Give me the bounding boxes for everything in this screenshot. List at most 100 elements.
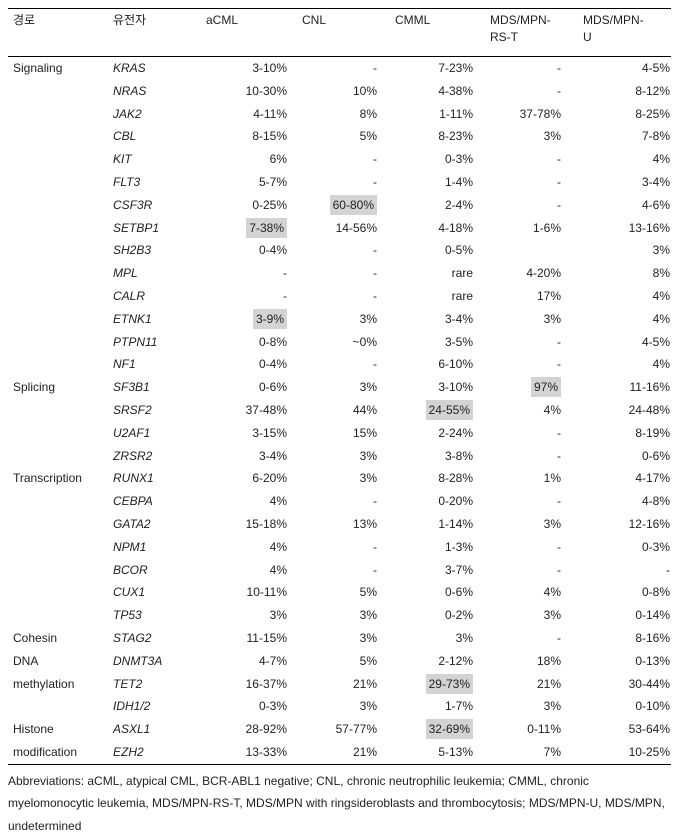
frequency-cell: 4% (204, 490, 292, 513)
frequency-value: 4-18% (438, 220, 473, 235)
gene-cell: CSF3R (113, 197, 153, 212)
frequency-value: 18% (536, 653, 561, 668)
frequency-cell: 0-2% (382, 604, 478, 627)
frequency-value: 3% (359, 471, 377, 486)
frequency-value: 4-17% (635, 471, 670, 486)
frequency-cell: 4-7% (204, 650, 292, 673)
frequency-value: - (373, 539, 377, 554)
frequency-value: - (557, 425, 561, 440)
table-row: SRSF2 37-48% 44% 24-55% 4% 24-48% (8, 399, 671, 422)
frequency-value-highlighted: 97% (530, 377, 561, 398)
frequency-cell: rare (382, 262, 478, 285)
frequency-cell: 4-6% (566, 194, 671, 217)
frequency-value: 3-7% (444, 562, 473, 577)
frequency-cell: 3% (292, 376, 382, 399)
pathway-cell: methylation (13, 676, 75, 691)
frequency-cell: 0-4% (204, 353, 292, 376)
abbreviations-line-2: myelomonocytic leukemia, MDS/MPN-RS-T, M… (8, 796, 665, 811)
pathway-cell (8, 262, 108, 285)
gene-cell: GATA2 (113, 516, 151, 531)
table-row: DNA DNMT3A 4-7% 5% 2-12% 18% 0-13% (8, 650, 671, 673)
frequency-cell: 7-38% (204, 217, 292, 240)
gene-cell: CEBPA (113, 494, 153, 509)
frequency-cell: - (292, 536, 382, 559)
col-header-cmml: CMML (382, 8, 478, 57)
frequency-value: - (557, 357, 561, 372)
frequency-value: 3% (359, 608, 377, 623)
frequency-value: - (283, 288, 287, 303)
pathway-cell (8, 513, 108, 536)
frequency-cell: 21% (292, 741, 382, 764)
frequency-value: 0-8% (258, 334, 287, 349)
frequency-cell: - (478, 57, 566, 80)
frequency-value: - (373, 357, 377, 372)
gene-mutation-frequency-table: 경로 유전자 aCML CNL CMML MDS/MPN- RS-T MDS/MP… (8, 8, 671, 765)
frequency-value: - (557, 334, 561, 349)
frequency-value: - (557, 61, 561, 75)
pathway-cell (8, 217, 108, 240)
frequency-value: 3% (543, 608, 561, 623)
frequency-value: 5% (359, 585, 377, 600)
frequency-cell: - (478, 490, 566, 513)
table-row: U2AF1 3-15% 15% 2-24% - 8-19% (8, 422, 671, 445)
frequency-cell: 4-20% (478, 262, 566, 285)
frequency-value: 37-78% (519, 106, 561, 121)
frequency-value: 3-4% (641, 174, 670, 189)
frequency-cell: 3-7% (382, 559, 478, 582)
frequency-cell: 3-8% (382, 445, 478, 468)
frequency-cell: 0-10% (566, 695, 671, 718)
frequency-cell: 8% (566, 262, 671, 285)
frequency-cell: 3% (478, 513, 566, 536)
frequency-cell: 0-8% (204, 331, 292, 354)
gene-cell: SH2B3 (113, 243, 152, 258)
frequency-value: 3% (543, 699, 561, 714)
table-row: SETBP1 7-38% 14-56% 4-18% 1-6% 13-16% (8, 217, 671, 240)
frequency-cell: 8-23% (382, 125, 478, 148)
pathway-cell: Splicing (13, 380, 56, 395)
frequency-value: 1-4% (444, 174, 473, 189)
frequency-cell: 8-16% (566, 627, 671, 650)
frequency-cell: - (478, 331, 566, 354)
abbreviations-line-1: Abbreviations: aCML, atypical CML, BCR-A… (8, 773, 589, 788)
frequency-cell: 21% (292, 673, 382, 696)
frequency-cell: 10-30% (204, 80, 292, 103)
frequency-value: - (373, 243, 377, 258)
frequency-value: 30-44% (628, 676, 670, 691)
frequency-cell: 0-3% (382, 148, 478, 171)
frequency-value: - (557, 197, 561, 212)
table-row: KIT 6% - 0-3% - 4% (8, 148, 671, 171)
gene-cell: IDH1/2 (113, 699, 151, 714)
frequency-value: rare (451, 288, 473, 303)
frequency-cell: 1-3% (382, 536, 478, 559)
gene-cell: NF1 (113, 357, 136, 372)
table-row: CSF3R 0-25% 60-80% 2-4% - 4-6% (8, 194, 671, 217)
frequency-cell: 3-4% (382, 308, 478, 331)
frequency-cell: 4% (566, 308, 671, 331)
frequency-value: ~0% (352, 334, 377, 349)
pathway-cell: Histone (13, 722, 54, 737)
table-row: Histone ASXL1 28-92% 57-77% 32-69% 0-11% 53-64… (8, 718, 671, 741)
frequency-cell: 7% (478, 741, 566, 764)
frequency-value: 17% (536, 288, 561, 303)
col-header-cnl: CNL (292, 8, 382, 57)
frequency-value: 0-10% (635, 699, 670, 714)
frequency-cell: 5% (292, 650, 382, 673)
frequency-cell: 1-7% (382, 695, 478, 718)
frequency-cell: - (566, 559, 671, 582)
frequency-value: 3-8% (444, 448, 473, 463)
frequency-value: 4-6% (641, 197, 670, 212)
frequency-value: 8-23% (438, 129, 473, 144)
pathway-cell (8, 331, 108, 354)
abbreviations-line-3: undetermined (8, 818, 82, 833)
frequency-cell: 4% (478, 581, 566, 604)
frequency-value: 3-4% (444, 311, 473, 326)
frequency-cell: 2-12% (382, 650, 478, 673)
frequency-cell: 4-38% (382, 80, 478, 103)
pathway-cell (8, 581, 108, 604)
frequency-value: 2-4% (444, 197, 473, 212)
frequency-value: 3% (455, 630, 473, 645)
frequency-value: 10-25% (628, 744, 670, 759)
frequency-value: 3% (359, 380, 377, 395)
frequency-value: 10-30% (245, 83, 287, 98)
frequency-cell: - (292, 239, 382, 262)
